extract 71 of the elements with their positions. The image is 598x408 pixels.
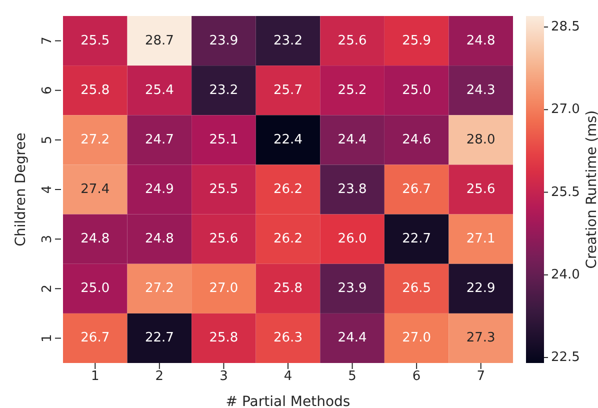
x-tick-label: 4 [284,369,292,384]
y-tick-label: 4 [40,185,55,194]
data-label: 26.7 [80,330,110,346]
data-label: 25.6 [338,33,367,48]
data-label: 26.0 [338,232,367,247]
data-label: 25.6 [466,182,496,197]
y-axis-title: Children Degree [12,132,29,246]
data-label: 27.0 [402,330,432,346]
data-label: 25.2 [338,82,367,98]
data-label: 24.8 [80,232,110,247]
color-bar-label: 22.5 [551,350,580,365]
y-tick-label: 5 [40,136,55,144]
color-bar-label: 25.5 [551,184,580,200]
data-label: 25.0 [80,281,110,296]
color-bar-label: 28.5 [551,20,580,35]
x-tick-label: 7 [476,369,485,384]
data-label: 28.0 [466,132,496,148]
data-label: 25.5 [209,182,238,197]
data-label: 27.0 [209,281,238,296]
data-label: 22.9 [466,281,496,296]
color-bar-label: 27.0 [551,102,580,118]
data-label: 25.8 [274,281,302,296]
x-tick-label: 6 [412,369,421,384]
x-tick-label: 5 [348,369,356,384]
data-label: 23.9 [209,33,238,48]
color-bar-label: 24.0 [551,267,580,282]
data-label: 26.2 [274,232,302,247]
data-label: 24.8 [466,33,496,48]
data-label: 26.3 [274,330,302,346]
data-label: 24.8 [144,232,174,247]
data-label: 23.9 [338,281,367,296]
data-label: 27.1 [466,232,496,247]
data-label: 27.3 [466,330,496,346]
data-label: 24.7 [144,132,174,148]
data-label: 25.0 [402,82,432,98]
data-label: 27.4 [80,182,110,197]
data-label: 27.2 [80,132,110,148]
data-label: 24.4 [338,330,367,346]
data-label: 25.7 [274,82,302,98]
data-label: 23.8 [338,182,367,197]
data-label: 28.7 [144,33,174,48]
data-label: 25.8 [80,82,110,98]
data-label: 25.6 [209,232,238,247]
y-tick-label: 1 [40,334,55,342]
x-tick-label: 1 [91,369,100,384]
data-label: 25.9 [402,33,432,48]
data-label: 27.2 [144,281,174,296]
data-label: 24.3 [466,82,496,98]
data-label: 25.4 [144,82,174,98]
data-label: 24.6 [402,132,432,148]
data-label: 25.8 [209,330,238,346]
y-tick-label: 2 [40,284,55,293]
data-label: 24.4 [338,132,367,148]
data-label: 23.2 [274,33,302,48]
data-label: 25.5 [80,33,110,48]
y-tick-label: 3 [40,234,55,244]
color-bar-title: Creation Runtime (ms) [584,110,598,269]
data-label: 25.1 [209,132,238,148]
data-label: 26.2 [274,182,302,197]
x-tick-label: 2 [155,369,164,384]
data-label: 22.7 [402,232,432,247]
data-label: 22.4 [274,132,302,148]
x-tick-label: 3 [220,369,228,384]
data-label: 22.7 [144,330,174,346]
y-tick-label: 7 [40,36,55,45]
y-tick-label: 6 [40,86,55,94]
data-label: 23.2 [209,82,238,98]
data-label: 26.5 [402,281,432,296]
x-axis-title: # Partial Methods [226,394,350,408]
data-label: 26.7 [402,182,432,197]
data-label: 24.9 [144,182,174,197]
